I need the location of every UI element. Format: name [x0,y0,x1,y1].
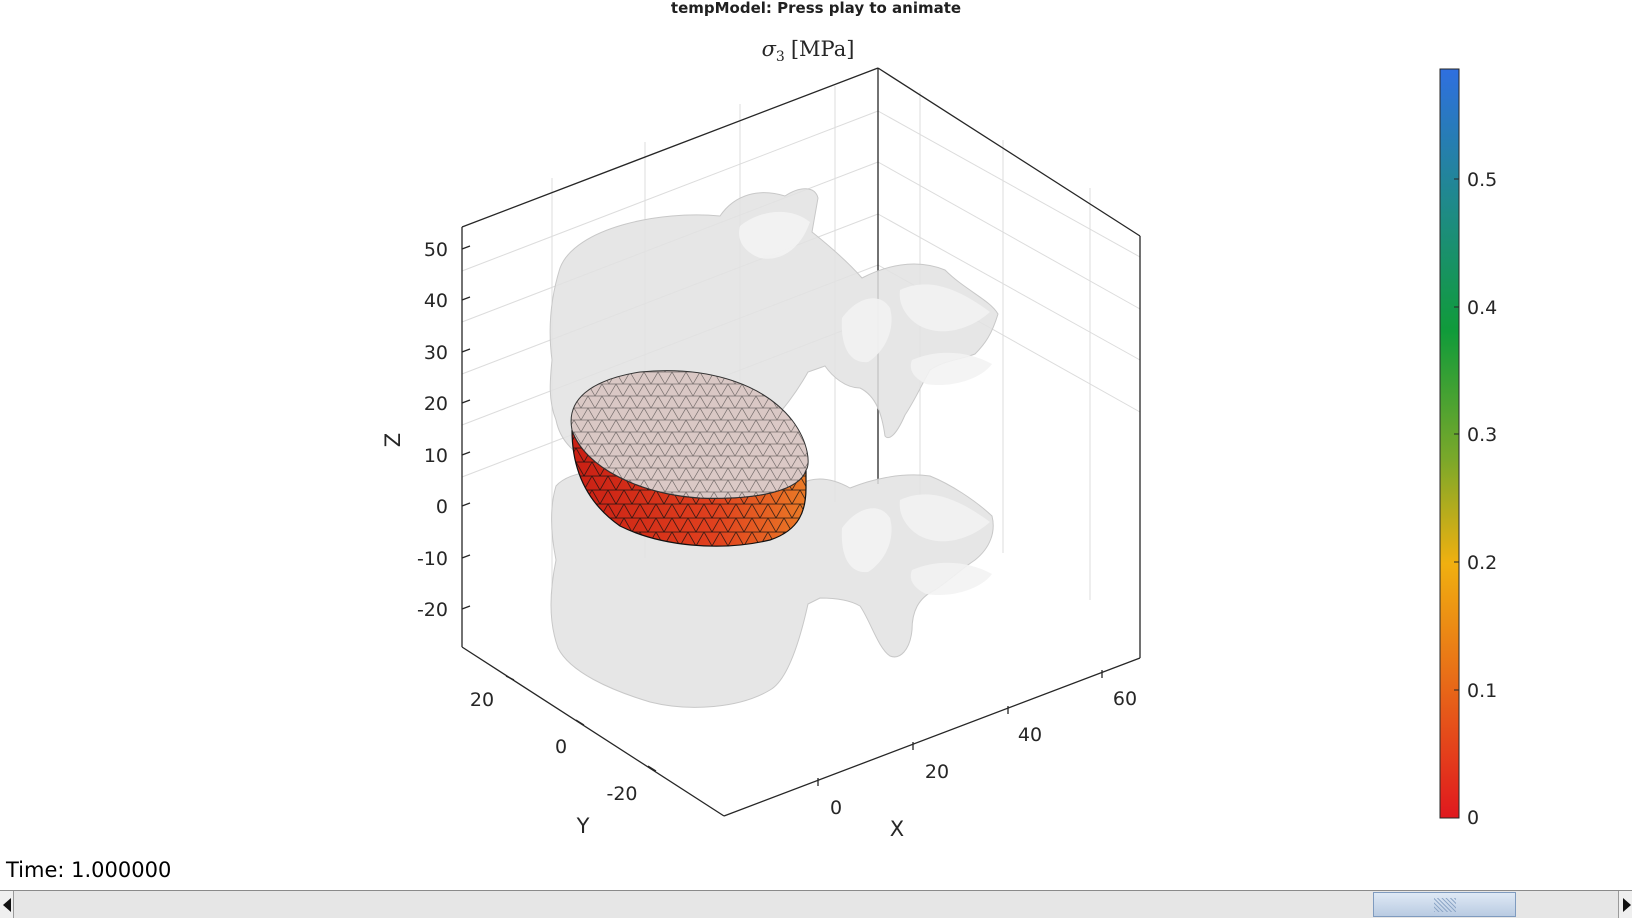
colorbar-gradient [1439,68,1460,819]
grip-icon [1434,898,1456,912]
y-axis-label: Y [576,814,590,838]
triangle-left-icon[interactable] [0,891,14,918]
slider-track[interactable] [14,891,1618,918]
z-tick-label: 10 [424,445,448,467]
time-slider[interactable] [0,890,1632,918]
slider-thumb[interactable] [1373,892,1516,917]
vertebra-upper-shading [738,211,992,386]
time-label: Time: 1.000000 [6,858,172,882]
y-axis [505,675,657,772]
colorbar-tick-label: 0.2 [1467,552,1497,574]
z-tick-label: 20 [424,393,448,415]
x-tick-label: 40 [1018,724,1042,746]
x-tick-label: 0 [830,797,842,819]
z-tick-label: 40 [424,290,448,312]
y-tick-label: 0 [555,736,567,758]
colorbar-tick-label: 0.1 [1467,680,1497,702]
x-tick-label: 60 [1113,688,1137,710]
colorbar-tick-label: 0 [1467,807,1479,829]
plot-title: σ3 [MPa] [762,37,855,65]
y-tick-label: -20 [606,783,637,805]
z-tick-label: -10 [417,548,448,570]
x-axis [817,670,1103,786]
z-axis-label: Z [381,433,405,447]
z-tick-label: 30 [424,342,448,364]
z-tick-label: -20 [417,599,448,621]
x-axis-label: X [890,817,904,841]
colorbar-tick-label: 0.5 [1467,169,1497,191]
z-axis [461,245,471,610]
y-tick-label: 20 [470,689,494,711]
colorbar-tick-label: 0.3 [1467,424,1497,446]
colorbar-tick-label: 0.4 [1467,297,1497,319]
z-tick-label: 50 [424,239,448,261]
plot-area[interactable]: σ3 [MPa] 50 40 30 20 10 0 -10 -20 Z 20 0 … [0,0,1632,890]
intervertebral-disc [570,370,809,547]
vertebra-lower-shading [841,494,992,596]
z-tick-label: 0 [436,496,448,518]
window-title: tempModel: Press play to animate [670,0,962,17]
colorbar[interactable]: 0.5 0.4 0.3 0.2 0.1 0 [1439,68,1497,829]
x-tick-label: 20 [925,761,949,783]
colorbar-ticks [1454,178,1459,691]
triangle-right-icon[interactable] [1618,891,1632,918]
